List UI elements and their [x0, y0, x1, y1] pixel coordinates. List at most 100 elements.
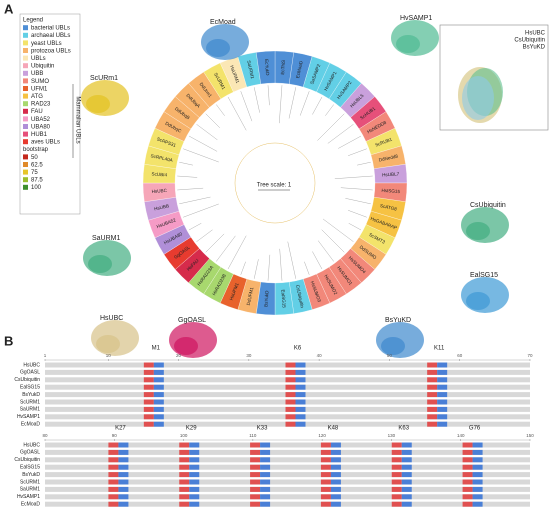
ruler-label: 50 [387, 353, 393, 358]
legend-label: 75 [31, 170, 38, 176]
conserved-block [153, 399, 164, 405]
tree-branch [205, 113, 220, 128]
conserved-block [330, 472, 341, 478]
conserved-block [437, 399, 448, 405]
conserved-block [285, 362, 296, 368]
conserved-block [330, 457, 341, 463]
tree-scale: Tree scale: 1 [257, 183, 292, 189]
conserved-block [108, 457, 119, 463]
conserved-block [143, 362, 154, 368]
conserved-block [462, 457, 473, 463]
tree-branch [253, 259, 259, 279]
conserved-block [118, 464, 129, 470]
conserved-block [330, 442, 341, 448]
conserved-block [427, 377, 438, 383]
tree-branch [321, 229, 345, 253]
leaf-label: EcThiS [280, 60, 286, 75]
conserved-block [391, 494, 402, 500]
conserved-block [108, 501, 119, 507]
leaf-label: ScRPS31 [156, 136, 177, 148]
sequence-name: EalSG15 [20, 385, 40, 391]
conserved-block [285, 377, 296, 383]
sequence-name: SaURM1 [20, 407, 41, 413]
conserved-block [189, 472, 200, 478]
structure-label: SaURM1 [92, 235, 121, 242]
conserved-block [118, 449, 129, 455]
conserved-block [153, 392, 164, 398]
conserved-block [189, 464, 200, 470]
conserved-block [472, 501, 483, 507]
sequence-name: HsUBC [23, 442, 40, 448]
conserved-block [118, 457, 129, 463]
tree-branch [304, 261, 310, 275]
ruler-label: 10 [106, 353, 112, 358]
conserved-block [108, 464, 119, 470]
sequence-name: GgOASL [20, 450, 40, 456]
sequence-name: EcMoaD [21, 502, 41, 508]
legend-swatch [23, 25, 28, 31]
legend-label: 100 [31, 185, 42, 191]
site-marker: K27 [115, 426, 126, 432]
protein-structure [381, 337, 405, 355]
conserved-block [462, 464, 473, 470]
conserved-block [260, 494, 271, 500]
conserved-block [320, 457, 331, 463]
inset-structure [458, 67, 503, 123]
conserved-block [427, 384, 438, 390]
legend-title: Legend [23, 18, 43, 24]
conserved-block [153, 421, 164, 427]
tree-branch [288, 87, 297, 119]
legend-label: FAU [31, 109, 43, 115]
tree-branch [253, 87, 260, 113]
conserved-block [391, 472, 402, 478]
tree-branch [317, 113, 345, 141]
conserved-block [427, 399, 438, 405]
ruler-label: 140 [457, 433, 465, 438]
conserved-block [260, 472, 271, 478]
conserved-block [108, 472, 119, 478]
leaf-segment [256, 50, 276, 85]
legend-swatch [23, 55, 28, 61]
structure-label: HvSAMP1 [400, 15, 432, 22]
sequence-name: EcMoaD [21, 422, 41, 428]
conserved-block [391, 486, 402, 492]
leaf-label: ScRUB1 [374, 137, 393, 148]
protein-structure [96, 335, 120, 353]
leaf-label: ScATG8 [380, 203, 398, 212]
conserved-block [401, 479, 412, 485]
conserved-block [472, 442, 483, 448]
legend-subtitle: bootstrap [23, 147, 49, 153]
conserved-block [250, 479, 261, 485]
conserved-block [330, 501, 341, 507]
conserved-block [143, 414, 154, 420]
conserved-block [179, 472, 190, 478]
legend-swatch [23, 93, 28, 99]
sequence-name: HsUBC [23, 362, 40, 368]
conserved-block [391, 449, 402, 455]
protein-structure [396, 35, 420, 53]
tree-branch [287, 241, 297, 279]
tree-branch [338, 135, 362, 149]
tree-branch [227, 235, 247, 270]
sequence-name: CsUbiquitin [14, 377, 40, 383]
tree-branch [240, 91, 253, 122]
conserved-block [391, 501, 402, 507]
legend-swatch [23, 48, 28, 53]
conserved-block [295, 362, 306, 368]
sequence-name: ScURM1 [20, 399, 40, 405]
conserved-block [320, 464, 331, 470]
conserved-block [108, 449, 119, 455]
conserved-block [295, 384, 306, 390]
structure-label: ScURm1 [90, 75, 118, 82]
legend-swatch [23, 184, 28, 190]
conserved-block [330, 494, 341, 500]
panel-label: A [4, 1, 14, 16]
conserved-block [437, 414, 448, 420]
protein-structure [88, 255, 112, 273]
legend-swatch [23, 32, 28, 38]
conserved-block [108, 479, 119, 485]
tree-branch [312, 251, 323, 270]
ruler-label: 30 [246, 353, 252, 358]
conserved-block [153, 414, 164, 420]
site-marker: G76 [469, 426, 481, 432]
